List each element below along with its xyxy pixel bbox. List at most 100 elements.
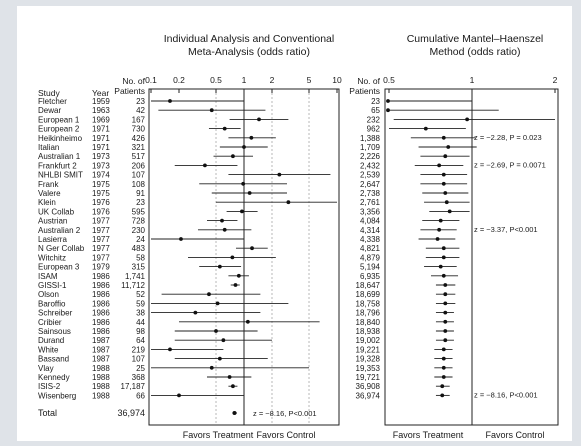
study-name: Schreiber: [38, 309, 73, 318]
study-odds-ratio-point: [249, 135, 254, 140]
left-x-tick-label: 0.5: [210, 75, 222, 85]
study-name: European 1: [38, 115, 80, 124]
study-patients: 368: [132, 373, 146, 382]
cumulative-patients: 1,709: [360, 143, 381, 152]
cumulative-odds-ratio-point: [438, 264, 443, 269]
right-favors-control-label: Favors Control: [485, 430, 544, 440]
study-odds-ratio-point: [193, 310, 198, 315]
study-name: ISAM: [38, 272, 58, 281]
study-odds-ratio-point: [222, 126, 227, 131]
cumulative-odds-ratio-point: [447, 209, 452, 214]
cumulative-patients: 2,761: [360, 198, 381, 207]
study-name: N Ger Collab: [38, 244, 85, 253]
cumulative-odds-ratio-point: [443, 292, 448, 297]
cumulative-patients: 1,388: [360, 134, 381, 143]
study-patients: 52: [136, 290, 145, 299]
left-x-tick-label: 10: [332, 75, 342, 85]
cumulative-patients: 5,194: [360, 263, 381, 272]
cumulative-odds-ratio-point: [441, 172, 446, 177]
study-year: 1986: [92, 272, 110, 281]
cumulative-patients: 4,314: [360, 226, 381, 235]
study-odds-ratio-point: [215, 301, 220, 306]
cumulative-patients: 36,908: [356, 382, 381, 391]
study-odds-ratio-point: [168, 347, 172, 352]
study-odds-ratio-point: [245, 319, 250, 324]
cumulative-odds-ratio-point: [438, 218, 443, 223]
right-panel-title-line2: Method (odds ratio): [429, 46, 520, 58]
study-patients: 483: [132, 244, 146, 253]
study-odds-ratio-point: [240, 209, 244, 214]
study-name: Vlay: [38, 364, 54, 373]
study-patients: 38: [136, 309, 145, 318]
study-patients: 24: [136, 235, 145, 244]
study-odds-ratio-point: [217, 264, 222, 269]
study-name: Sainsous: [38, 327, 71, 336]
right-favors-treatment-label: Favors Treatment: [393, 430, 464, 440]
right-panel-title-line1: Cumulative Mantel–Haenszel: [407, 33, 544, 45]
study-year: 1959: [92, 97, 110, 106]
total-label: Total: [38, 408, 57, 418]
study-odds-ratio-point: [236, 273, 241, 278]
study-odds-ratio-point: [220, 218, 224, 223]
study-name: Olson: [38, 290, 59, 299]
figure-background: [17, 6, 572, 441]
study-year: 1986: [92, 281, 110, 290]
study-name: ISIS-2: [38, 382, 61, 391]
cumulative-patients: 4,084: [360, 217, 381, 226]
study-patients: 98: [136, 327, 145, 336]
study-year: 1988: [92, 364, 110, 373]
study-year: 1986: [92, 290, 110, 299]
study-odds-ratio-point: [209, 365, 214, 370]
left-x-tick-label: 1: [242, 75, 247, 85]
cumulative-odds-ratio-point: [437, 163, 442, 168]
study-patients: 66: [136, 391, 145, 400]
study-year: 1988: [92, 391, 110, 400]
study-odds-ratio-point: [241, 181, 246, 186]
study-odds-ratio-point: [277, 172, 282, 177]
right-cumulative-rows: 23652329621,3881,7092,2262,4322,5392,647…: [356, 97, 555, 400]
cumulative-patients: 18,938: [356, 327, 381, 336]
study-name: Wisenberg: [38, 391, 76, 400]
cumulative-patients: 18,840: [356, 318, 381, 327]
patients-column-header-line1: No. of: [122, 76, 145, 86]
study-year: 1975: [92, 180, 110, 189]
cumulative-patients: 23: [371, 97, 380, 106]
study-odds-ratio-point: [207, 292, 211, 297]
cumulative-odds-ratio-point: [443, 283, 448, 287]
study-year: 1986: [92, 309, 110, 318]
study-year: 1977: [92, 217, 110, 226]
study-year: 1977: [92, 244, 110, 253]
cumulative-patients: 232: [367, 115, 381, 124]
study-name: Fletcher: [38, 97, 67, 106]
right-patients-column-header-line2: Patients: [349, 86, 380, 96]
study-year: 1971: [92, 143, 110, 152]
study-name: Baroffio: [38, 299, 66, 308]
study-odds-ratio-point: [214, 329, 218, 333]
year-column-header: Year: [92, 88, 109, 98]
cumulative-odds-ratio-point: [386, 99, 390, 103]
cumulative-odds-ratio-point: [423, 126, 428, 131]
right-x-tick-label: 0.5: [383, 75, 395, 85]
study-year: 1975: [92, 189, 110, 198]
left-favors-control-label: Favors Control: [256, 430, 315, 440]
study-year: 1977: [92, 226, 110, 235]
study-patients: 728: [132, 217, 146, 226]
study-year: 1987: [92, 336, 110, 345]
cumulative-patients: 2,539: [360, 171, 381, 180]
study-odds-ratio-point: [233, 283, 238, 287]
study-name: GISSI-1: [38, 281, 67, 290]
cumulative-odds-ratio-point: [443, 154, 448, 159]
study-year: 1969: [92, 115, 110, 124]
study-odds-ratio-point: [231, 154, 235, 159]
study-odds-ratio-point: [179, 237, 183, 241]
study-name: Klein: [38, 198, 56, 207]
cumulative-odds-ratio-point: [441, 255, 446, 260]
cumulative-z-annotation: z = −2.28, P = 0.023: [474, 133, 542, 142]
study-year: 1977: [92, 253, 110, 262]
study-patients: 167: [132, 115, 146, 124]
patients-column-header-line2: Patients: [114, 86, 145, 96]
study-year: 1974: [92, 171, 110, 180]
study-patients: 107: [132, 171, 146, 180]
study-odds-ratio-point: [242, 145, 246, 149]
